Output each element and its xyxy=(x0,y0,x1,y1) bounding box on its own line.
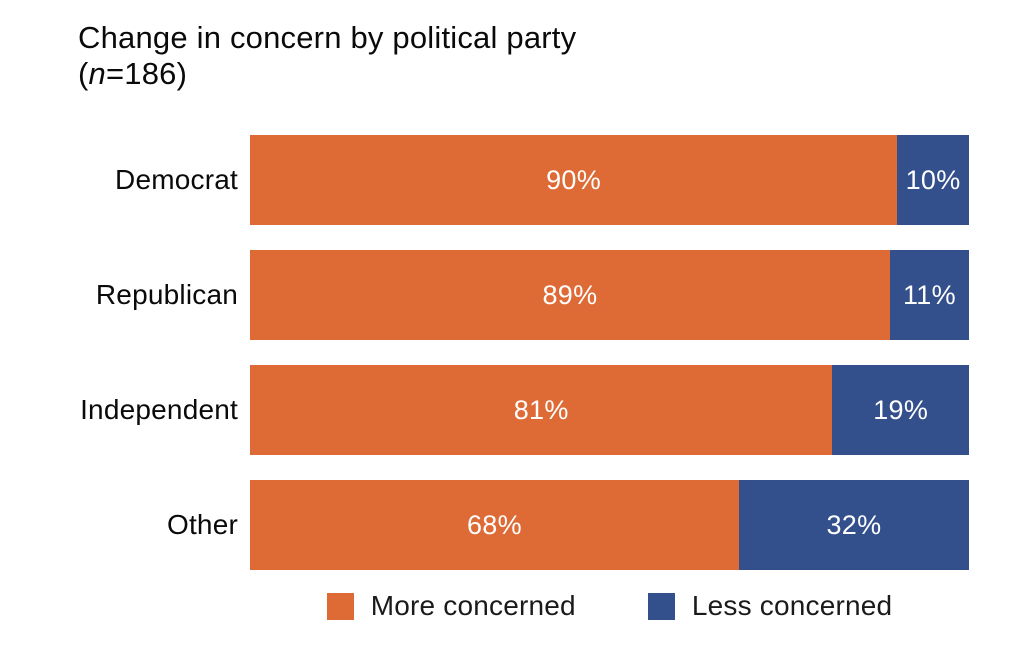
bar-row-republican: Republican 89% 11% xyxy=(0,250,1024,340)
bar-segment-less-concerned: 11% xyxy=(889,250,969,340)
legend-swatch-more-concerned xyxy=(326,592,354,620)
bar-segment-more-concerned: 68% xyxy=(250,480,739,570)
bar-segment-more-concerned: 81% xyxy=(250,365,833,455)
legend-label-more-concerned: More concerned xyxy=(370,590,576,621)
bar-row-democrat: Democrat 90% 10% xyxy=(0,135,1024,225)
chart-title-line1: Change in concern by political party xyxy=(78,20,577,55)
bar-segment-less-concerned: 19% xyxy=(832,365,969,455)
category-label: Independent xyxy=(80,394,238,425)
bar-segment-more-concerned: 89% xyxy=(250,250,890,340)
bar-segment-more-concerned: 90% xyxy=(250,135,898,225)
sample-size-n-symbol: n xyxy=(88,56,106,91)
bar-value-label: 90% xyxy=(546,164,602,195)
bar-value-label: 32% xyxy=(826,509,882,540)
stacked-bar-chart: Democrat 90% 10% Republican 89% 11% Inde… xyxy=(0,135,1024,595)
bar-value-label: 10% xyxy=(905,164,961,195)
stacked-bar: 68% 32% xyxy=(250,480,969,570)
bar-value-label: 11% xyxy=(902,279,956,310)
legend: More concerned Less concerned xyxy=(250,586,969,626)
bar-segment-less-concerned: 32% xyxy=(738,480,969,570)
category-label: Republican xyxy=(95,279,238,310)
legend-item-less-concerned: Less concerned xyxy=(647,590,893,622)
stacked-bar: 90% 10% xyxy=(250,135,969,225)
legend-swatch-less-concerned xyxy=(647,592,675,620)
chart-title-line2: (n=186) xyxy=(78,56,188,91)
bar-segment-less-concerned: 10% xyxy=(897,135,969,225)
category-label: Other xyxy=(166,509,238,540)
category-label: Democrat xyxy=(115,164,238,195)
legend-label-less-concerned: Less concerned xyxy=(691,590,893,621)
bar-value-label: 68% xyxy=(466,509,522,540)
bar-value-label: 81% xyxy=(513,394,569,425)
stacked-bar: 81% 19% xyxy=(250,365,969,455)
chart-title: Change in concern by political party (n=… xyxy=(78,20,576,92)
bar-row-independent: Independent 81% 19% xyxy=(0,365,1024,455)
bar-row-other: Other 68% 32% xyxy=(0,480,1024,570)
bar-value-label: 19% xyxy=(873,394,929,425)
stacked-bar: 89% 11% xyxy=(250,250,969,340)
legend-item-more-concerned: More concerned xyxy=(326,590,576,622)
bar-value-label: 89% xyxy=(542,279,598,310)
